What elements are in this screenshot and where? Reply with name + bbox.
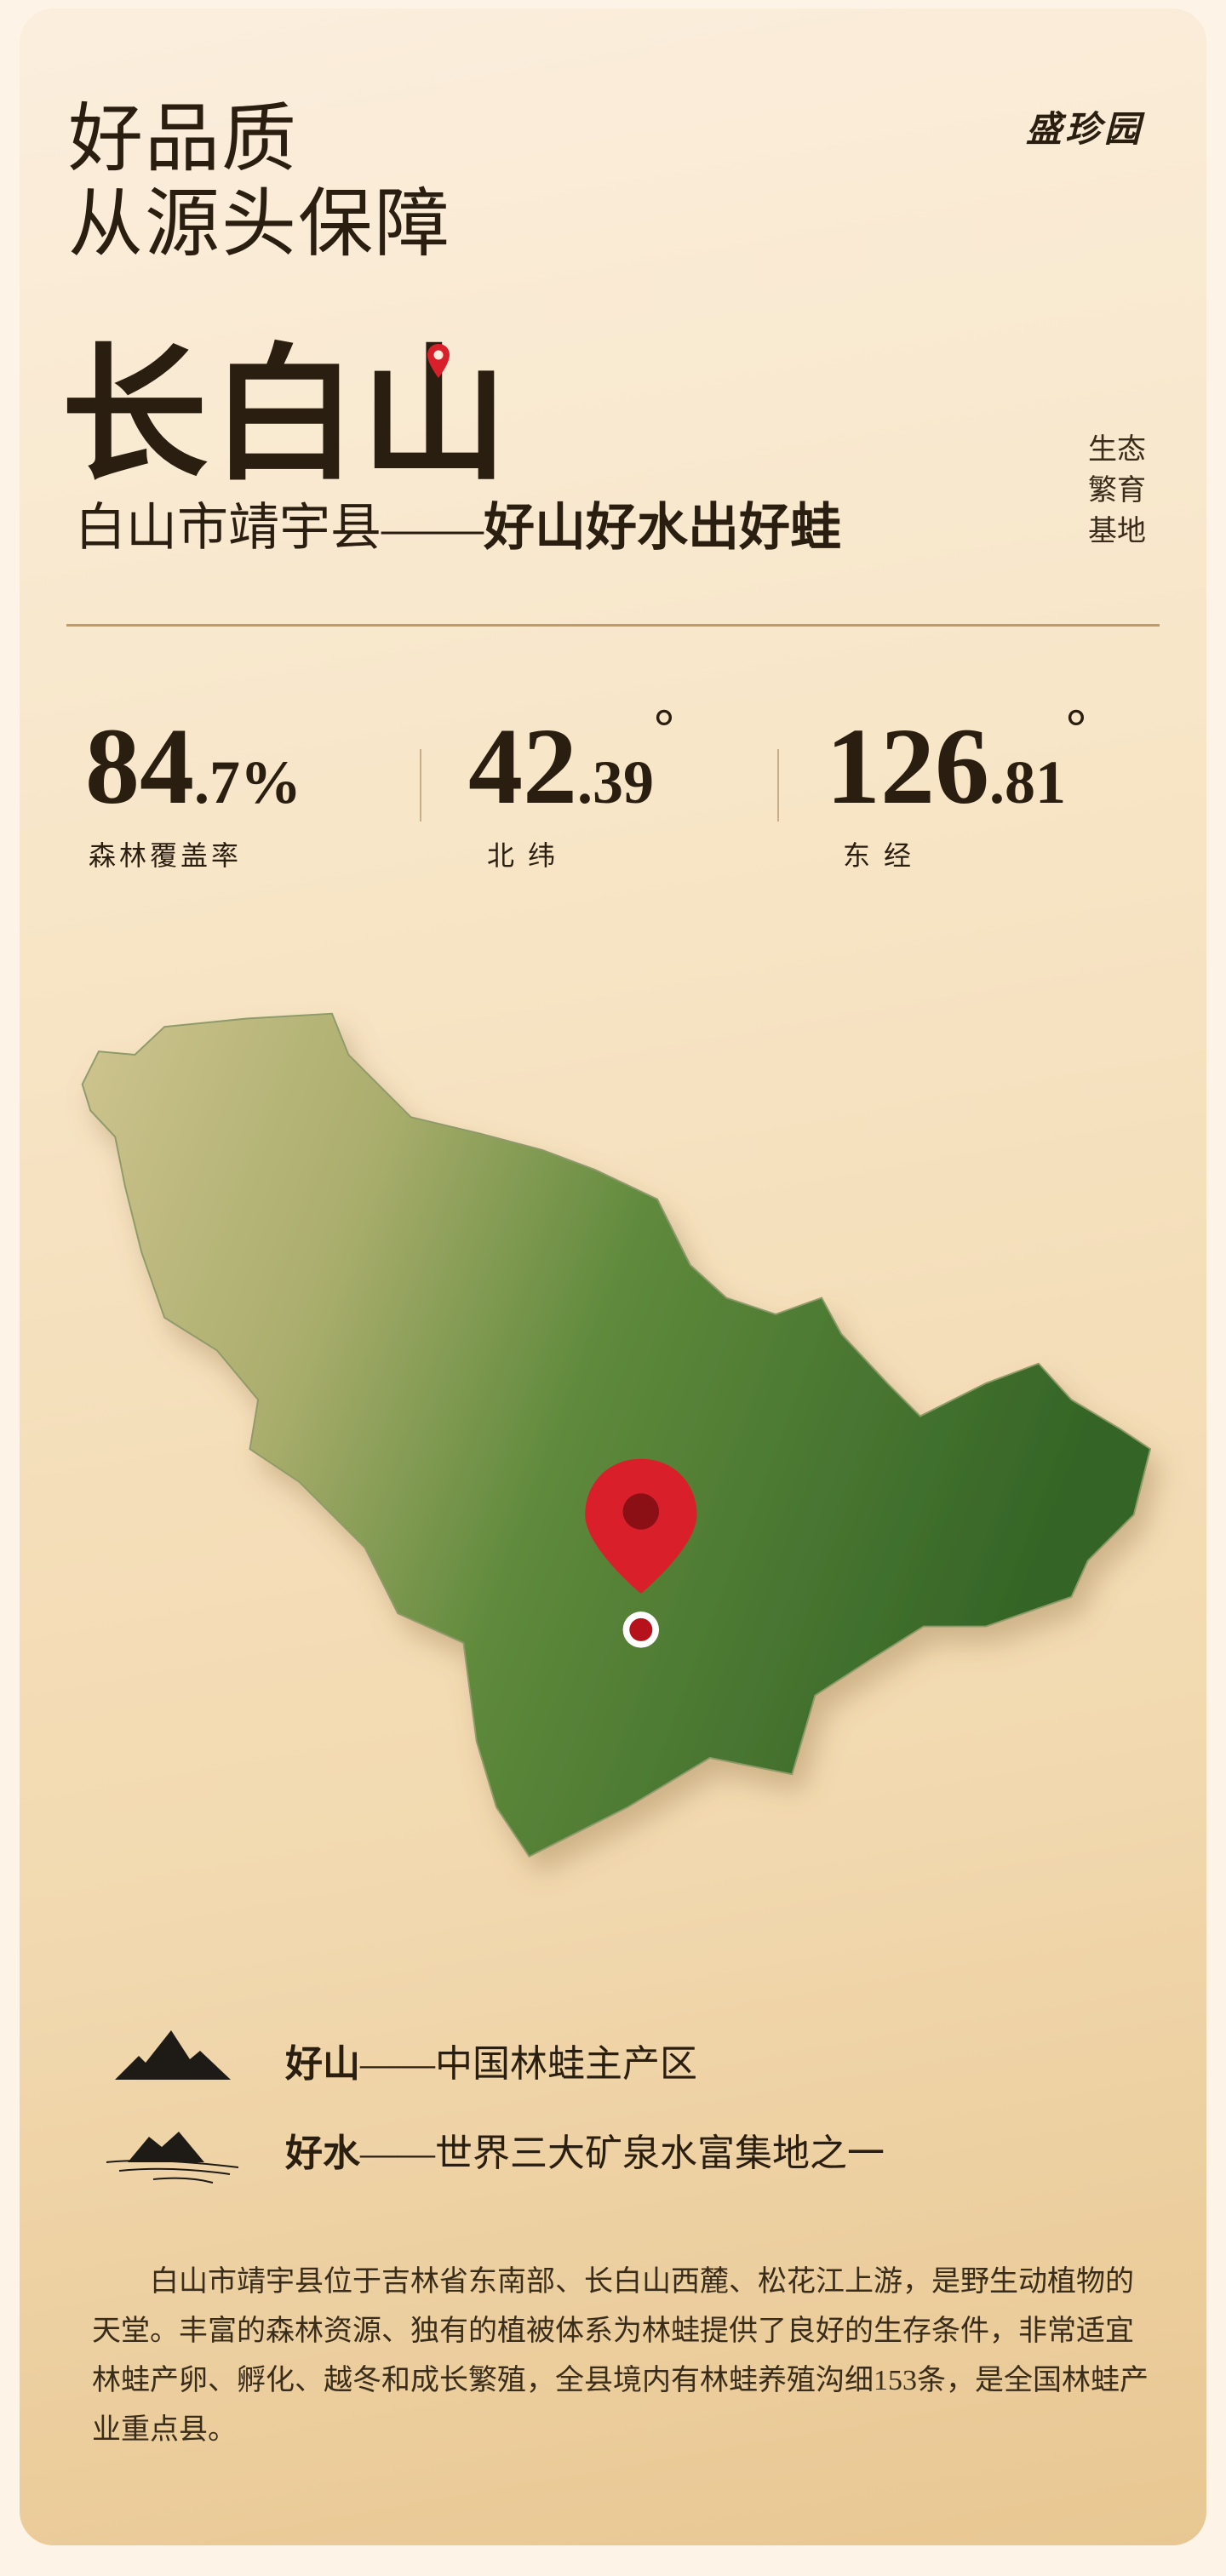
stat-unit: ° bbox=[1066, 699, 1086, 755]
title-line-2: 从源头保障 bbox=[68, 184, 452, 266]
brand-logo: 盛珍园 bbox=[1026, 111, 1144, 150]
stat-forest-coverage: 84.7% bbox=[85, 707, 301, 826]
stat-longitude: 126.81° bbox=[826, 699, 1086, 827]
divider bbox=[777, 749, 779, 821]
subtitle-bold: 好山好水出好蛙 bbox=[484, 500, 841, 556]
feature-bold: 好水 bbox=[285, 2132, 360, 2174]
stat-value: 84 bbox=[85, 706, 194, 827]
stat-label: 东 经 bbox=[843, 840, 915, 871]
subtitle-plain: 白山市靖宇县—— bbox=[75, 500, 484, 556]
side-label-line: 基地 bbox=[1088, 516, 1146, 547]
title-line-1: 好品质 bbox=[68, 99, 299, 181]
divider bbox=[66, 624, 1160, 627]
stat-decimal: .7 bbox=[194, 748, 240, 816]
feature-text: ——中国林蛙主产区 bbox=[360, 2043, 697, 2085]
jilin-province-shape bbox=[81, 1012, 1152, 1858]
side-label-line: 生态 bbox=[1088, 434, 1146, 466]
page-title: 好品质 从源头保障 bbox=[68, 98, 451, 268]
mountain-icon bbox=[115, 2030, 231, 2080]
stat-label: 北 纬 bbox=[487, 840, 559, 871]
feature-bold: 好山 bbox=[285, 2043, 360, 2085]
description-paragraph: 白山市靖宇县位于吉林省东南部、长白山西麓、松花江上游，是野生动植物的天堂。丰富的… bbox=[92, 2266, 1149, 2446]
divider bbox=[420, 749, 421, 821]
stat-unit: % bbox=[240, 748, 301, 816]
mountain-water-icon bbox=[106, 2132, 239, 2184]
stat-unit: ° bbox=[654, 699, 674, 755]
stat-decimal: .39 bbox=[577, 748, 654, 816]
stat-value: 126 bbox=[826, 706, 989, 827]
side-label: 生态 繁育 基地 bbox=[1088, 430, 1156, 552]
location-subtitle: 白山市靖宇县——好山好水出好蛙 bbox=[75, 498, 841, 558]
stat-latitude: 42.39° bbox=[468, 699, 674, 827]
map-pin-icon bbox=[585, 1458, 697, 1648]
side-label-line: 繁育 bbox=[1088, 475, 1146, 507]
stat-value: 42 bbox=[468, 706, 577, 827]
map-pin-icon bbox=[427, 344, 450, 378]
stat-label: 森林覆盖率 bbox=[89, 840, 243, 871]
feature-good-mountain: 好山——中国林蛙主产区 bbox=[285, 2039, 697, 2090]
stat-decimal: .81 bbox=[989, 748, 1066, 816]
feature-text: ——世界三大矿泉水富集地之一 bbox=[360, 2132, 885, 2174]
feature-good-water: 好水——世界三大矿泉水富集地之一 bbox=[285, 2128, 885, 2179]
